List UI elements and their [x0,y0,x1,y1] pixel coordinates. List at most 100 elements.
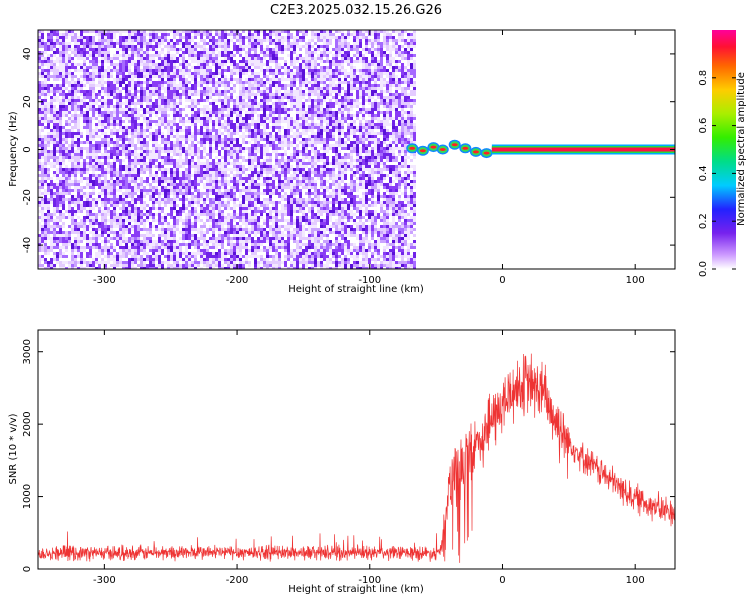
spectrogram-cell [38,216,41,219]
spectrogram-cell [80,219,83,222]
spectrogram-cell [107,159,110,162]
spectrogram-cell [137,90,140,93]
spectrogram-cell [182,138,185,141]
spectrogram-cell [80,252,83,258]
spectrogram-cell [65,192,68,195]
spectrogram-cell [257,81,260,84]
spectrogram-cell [77,222,80,225]
spectrogram-cell [185,225,188,228]
spectrogram-cell [167,252,170,255]
spectrogram-cell [239,39,242,42]
spectrogram-cell [92,237,95,240]
spectrogram-cell [143,243,146,249]
spectrogram-cell [80,192,83,195]
spectrogram-cell [203,213,206,216]
spectrogram-cell [59,93,62,96]
spectrogram-cell [167,249,170,252]
spectrogram-cell [248,219,251,222]
spectrogram-cell [248,237,251,240]
spectrogram-cell [71,108,74,111]
spectrogram-cell [80,210,83,213]
spectrogram-cell [263,171,266,174]
spectrogram-cell [119,261,122,264]
spectrogram-cell [101,81,104,84]
spectrogram-cell [164,111,167,114]
spectrogram-cell [176,147,179,150]
spectrogram-cell [128,189,131,192]
spectrogram-cell [215,243,218,246]
spectrogram-cell [161,219,164,222]
spectrogram-cell [143,81,146,84]
spectrogram-cell [176,90,179,96]
spectrogram-cell [191,114,194,117]
spectrogram-cell [200,171,203,177]
spectrogram-cell [74,159,77,162]
spectrogram-cell [170,210,173,216]
spectrogram-cell [185,30,188,33]
spectrogram-cell [80,87,83,90]
spectrogram-cell [119,228,122,231]
spectrogram-cell [53,198,56,204]
spectrogram-cell [128,36,131,39]
spectrogram-cell [149,72,152,75]
spectrogram-cell [41,81,44,84]
spectrogram-cell [68,42,71,45]
spectrogram-cell [83,60,86,63]
spectrogram-cell [260,96,263,99]
spectrogram-cell [56,135,59,138]
spectrogram-cell [131,165,134,168]
spectrogram-cell [38,72,41,75]
spectrogram-cell [269,81,272,84]
spectrogram-cell [173,57,176,60]
spectrogram-cell [86,246,89,249]
spectrogram-cell [146,162,149,165]
spectrogram-cell [98,105,101,108]
spectrogram-cell [131,168,134,171]
spectrogram-cell [107,93,110,96]
spectrogram-cell [107,48,110,51]
spectrogram-cell [212,54,215,57]
spectrogram-cell [260,138,263,141]
spectrogram-cell [218,204,221,207]
spectrogram-cell [92,177,95,180]
spectrogram-cell [257,231,260,234]
spectrogram-cell [221,138,224,141]
spectrogram-cell [218,174,221,177]
spectrogram-cell [101,57,104,60]
spectrogram-cell [251,42,254,48]
spectrogram-cell [41,114,44,117]
spectrogram-cell [248,48,251,51]
spectrogram-cell [38,105,41,108]
spectrogram-cell [209,258,212,261]
spectrogram-cell [104,75,107,78]
spectrogram-cell [275,45,278,48]
spectrogram-cell [161,222,164,225]
spectrogram-cell [38,54,41,57]
spectrogram-cell [221,141,224,144]
spectrogram-cell [59,33,62,36]
spectrogram-cell [197,45,200,48]
spectrogram-cell [116,93,119,99]
spectrogram-cell [122,132,125,138]
spectrogram-cell [173,72,176,75]
spectrogram-cell [44,204,47,207]
spectrogram-cell [59,69,62,72]
spectrogram-cell [197,180,200,183]
spectrogram-cell [128,117,131,120]
spectrogram-cell [275,120,278,123]
spectrogram-cell [242,216,245,219]
spectrogram-cell [125,219,128,222]
spectrogram-cell [248,150,251,153]
spectrogram-cell [95,57,98,63]
spectrogram-cell [116,81,119,84]
spectrogram-cell [137,222,140,225]
spectrogram-cell [119,72,122,75]
spectrogram-cell [77,252,80,255]
spectrogram-cell [275,240,278,243]
spectrogram-cell [131,51,134,54]
spectrogram-cell [200,66,203,69]
spectrogram-cell [83,162,86,168]
spectrogram-cell [224,138,227,141]
spectrogram-cell [266,159,269,162]
spectrogram-cell [53,159,56,162]
